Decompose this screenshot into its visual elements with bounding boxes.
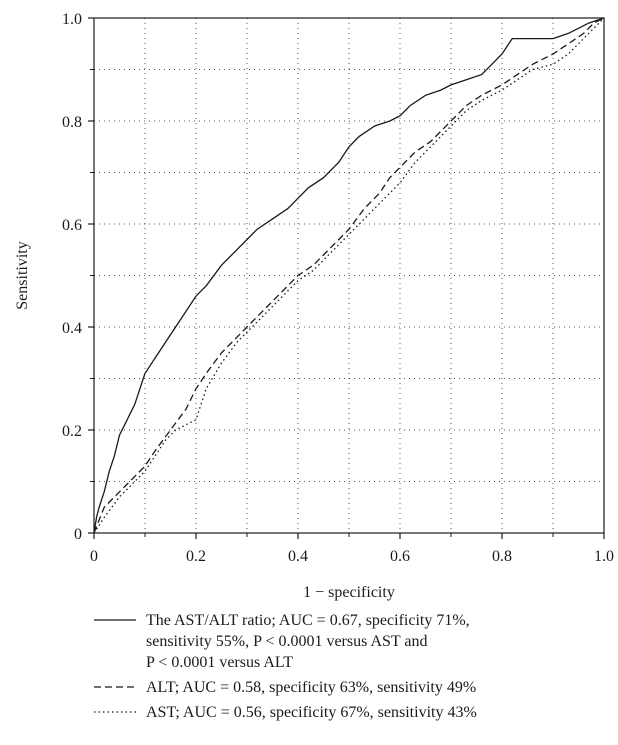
x-axis-label: 1 − specificity <box>303 584 395 601</box>
series-lines <box>93 17 605 534</box>
series-line-solid <box>93 17 605 534</box>
legend-swatch-dashed <box>94 686 136 688</box>
legend-entry: ALT; AUC = 0.58, specificity 63%, sensit… <box>94 677 614 698</box>
x-tick-label: 1.0 <box>594 548 614 565</box>
y-tick-label: 1.0 <box>62 11 82 28</box>
y-axis-label: Sensitivity <box>14 241 31 309</box>
y-tick-label: 0.8 <box>62 114 82 131</box>
legend-entry: The AST/ALT ratio; AUC = 0.67, specifici… <box>94 610 614 673</box>
legend-entry: AST; AUC = 0.56, specificity 67%, sensit… <box>94 702 614 723</box>
x-tick-label: 0.2 <box>186 548 206 565</box>
axis-ticks: 0 0.2 0.4 0.6 0.8 1.0 0 0.2 0.4 0.6 0.8 1.0 <box>62 11 614 565</box>
x-tick-label: 0 <box>90 548 98 565</box>
grid <box>94 18 604 533</box>
series-line-dashed <box>93 17 605 534</box>
legend-swatch-dotted <box>94 711 136 713</box>
x-tick-label: 0.6 <box>390 548 410 565</box>
y-tick-label: 0.6 <box>62 217 82 234</box>
legend: The AST/ALT ratio; AUC = 0.67, specifici… <box>94 610 614 727</box>
y-tick-label: 0.2 <box>62 423 82 440</box>
legend-text: The AST/ALT ratio; AUC = 0.67, specifici… <box>146 612 470 629</box>
legend-text: ALT; AUC = 0.58, specificity 63%, sensit… <box>146 679 477 696</box>
legend-text: sensitivity 55%, P < 0.0001 versus AST a… <box>146 633 428 650</box>
x-tick-label: 0.8 <box>492 548 512 565</box>
y-tick-label: 0.4 <box>62 320 82 337</box>
legend-text: P < 0.0001 versus ALT <box>146 654 293 671</box>
x-tick-label: 0.4 <box>288 548 308 565</box>
y-tick-label: 0 <box>74 526 82 543</box>
legend-swatch-solid <box>94 619 136 621</box>
legend-text: AST; AUC = 0.56, specificity 67%, sensit… <box>146 704 477 721</box>
